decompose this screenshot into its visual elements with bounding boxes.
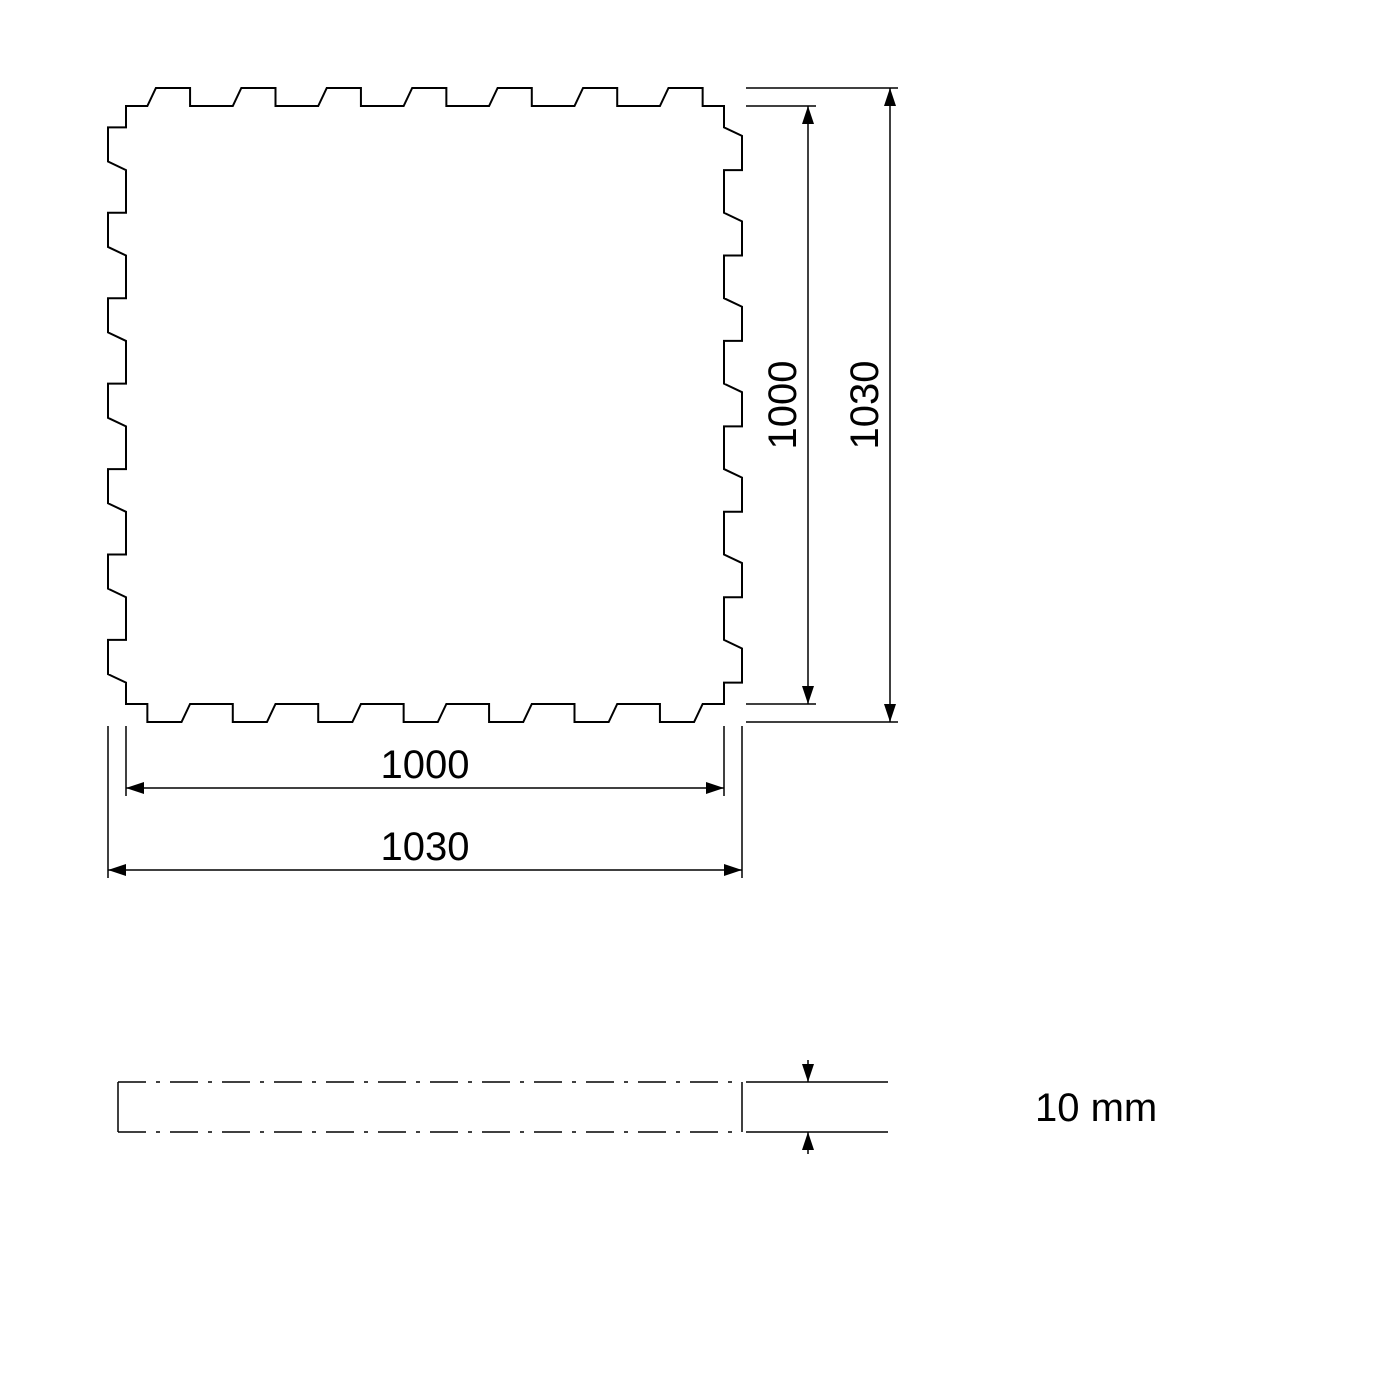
dimension-thickness — [746, 1060, 888, 1154]
tile-outline — [108, 88, 742, 722]
label-width-outer: 1030 — [381, 825, 470, 869]
extension-lines — [108, 88, 898, 878]
label-height-outer: 1030 — [843, 361, 887, 450]
technical-drawing: 1000 1030 1000 1030 10 mm — [0, 0, 1400, 1400]
label-height-inner: 1000 — [761, 361, 805, 450]
label-width-inner: 1000 — [381, 743, 470, 787]
section-view — [118, 1082, 742, 1132]
label-thickness: 10 mm — [1035, 1086, 1157, 1130]
